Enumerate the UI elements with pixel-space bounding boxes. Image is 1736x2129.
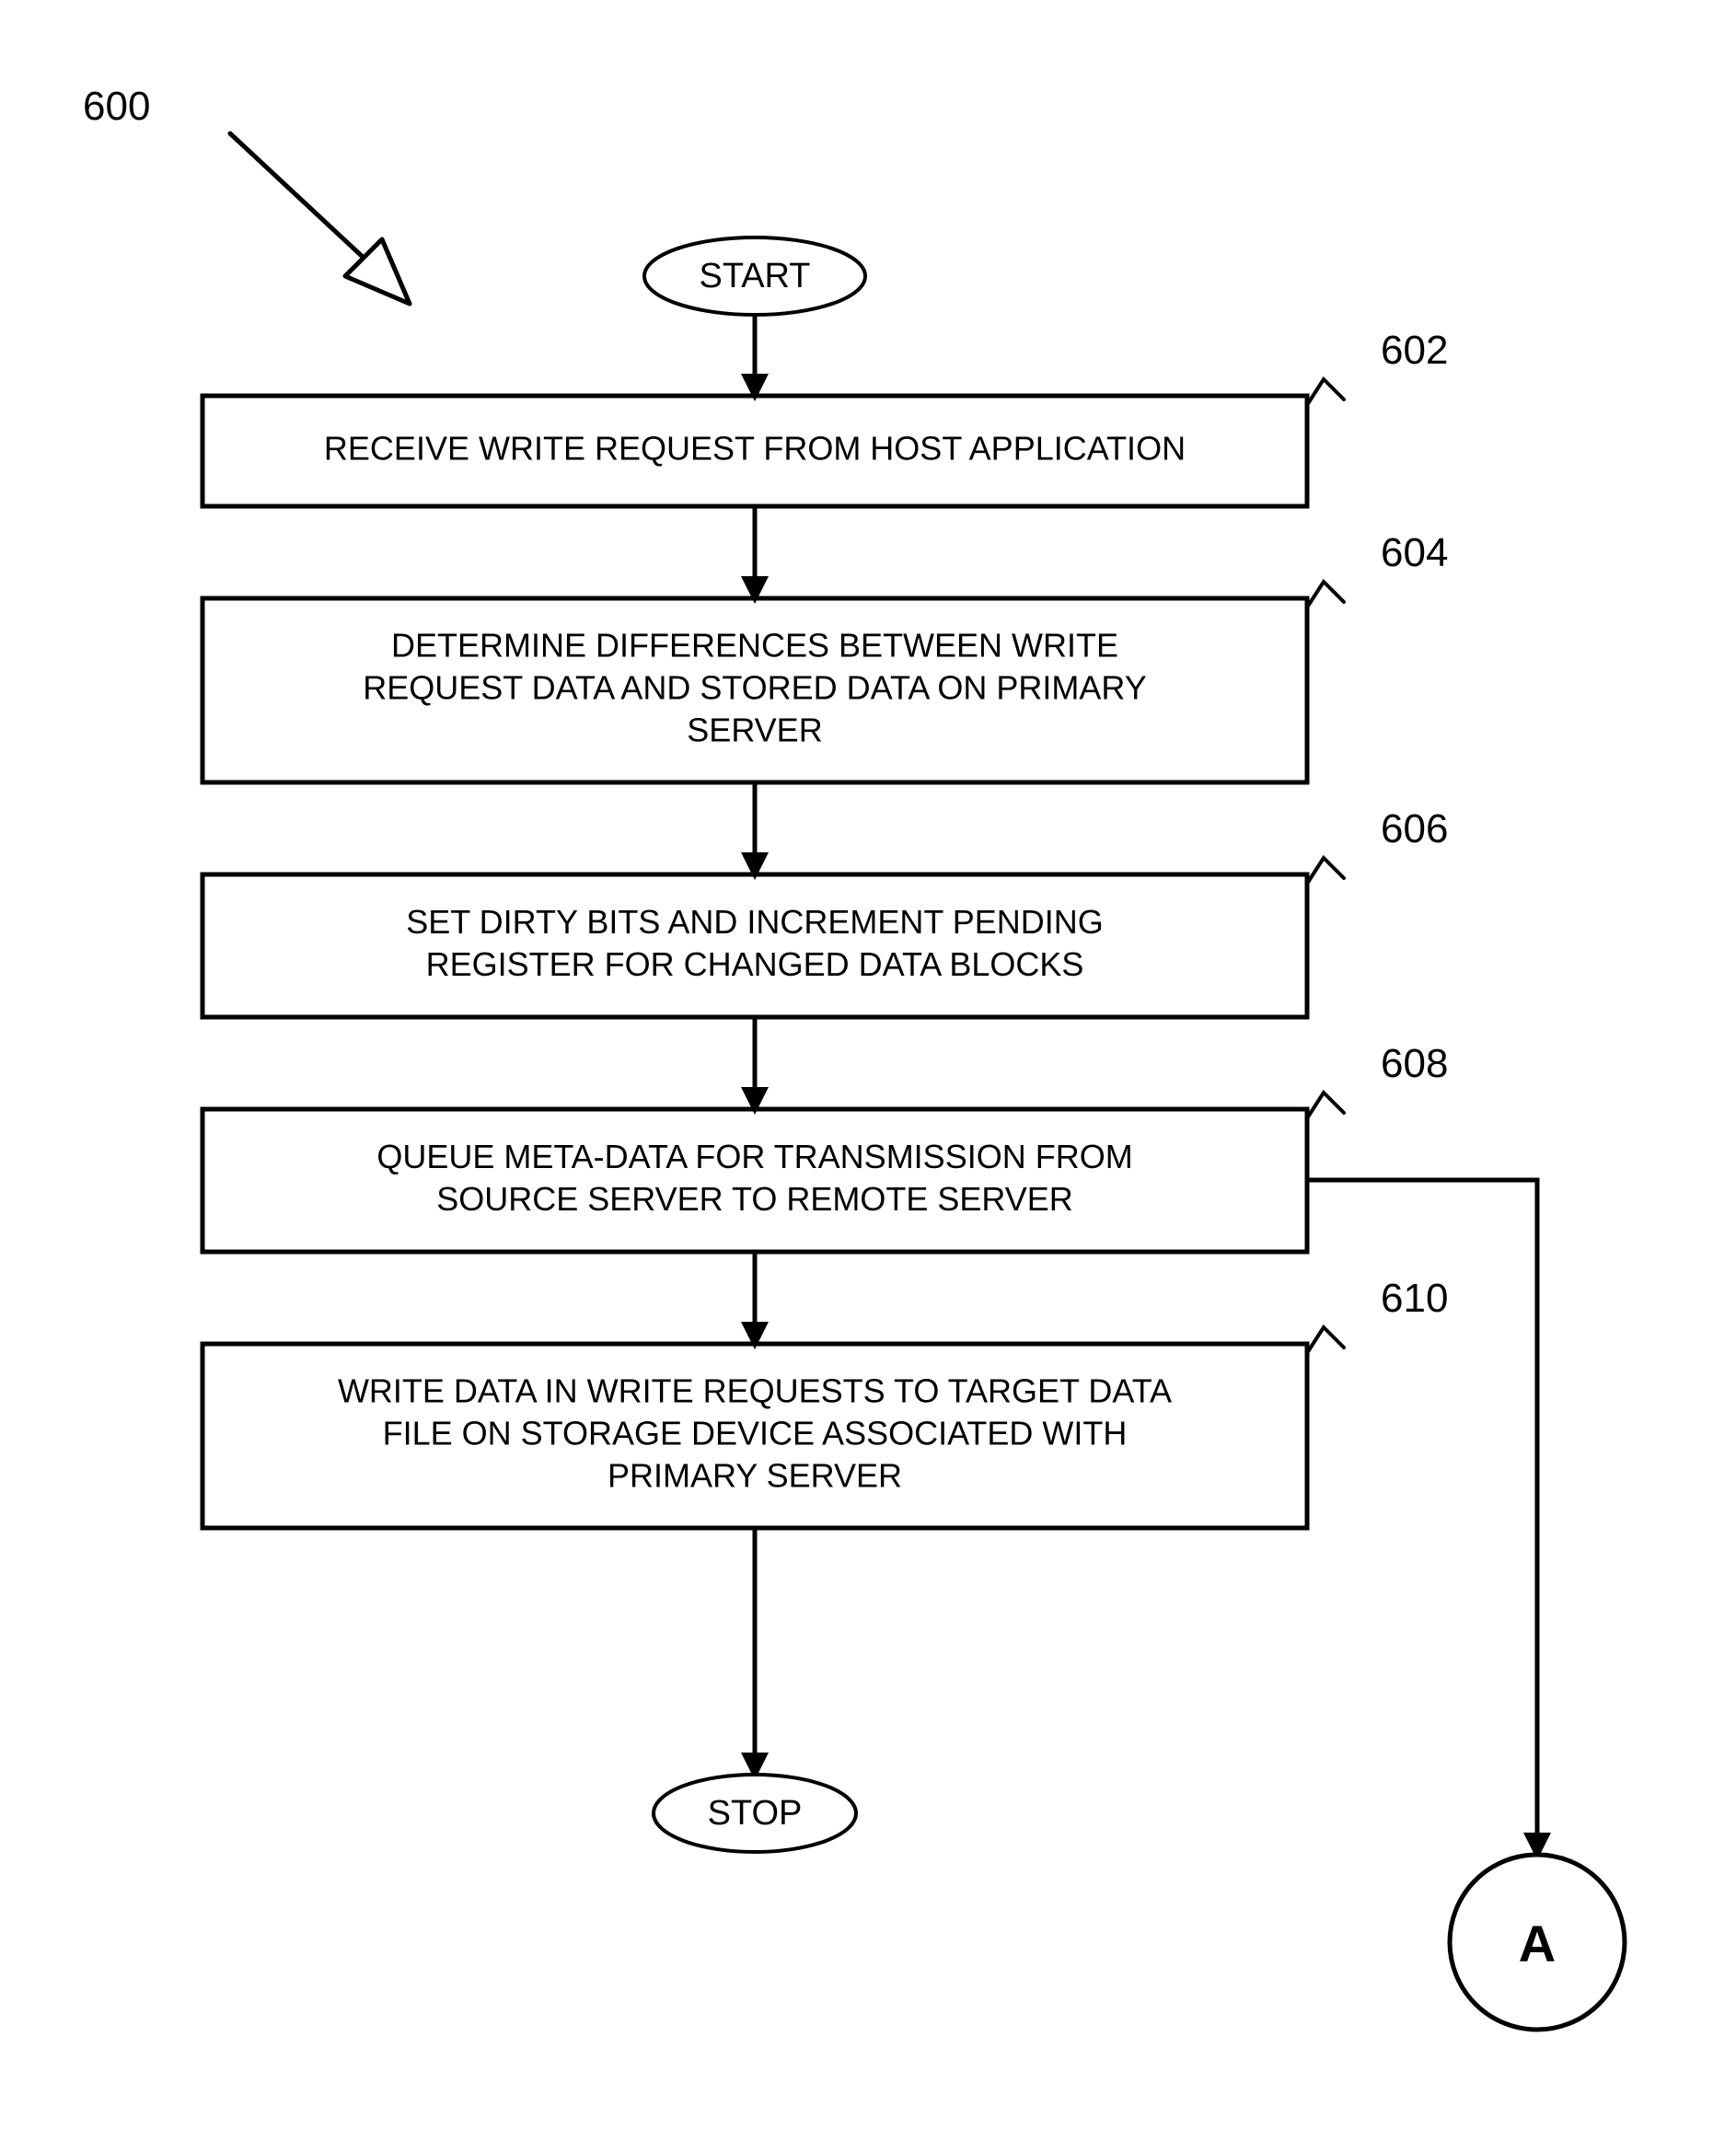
step-text-610-0: WRITE DATA IN WRITE REQUESTS TO TARGET D… <box>338 1372 1172 1410</box>
ref-tick-610 <box>1307 1327 1344 1353</box>
step-text-608-0: QUEUE META-DATA FOR TRANSMISSION FROM <box>376 1138 1132 1175</box>
stop-label: STOP <box>708 1794 803 1833</box>
figure-pointer-arrow <box>230 133 410 304</box>
step-text-606-1: REGISTER FOR CHANGED DATA BLOCKS <box>426 945 1084 983</box>
ref-number-606: 606 <box>1381 806 1448 851</box>
step-text-610-2: PRIMARY SERVER <box>608 1457 902 1495</box>
start-label: START <box>699 257 810 295</box>
ref-number-610: 610 <box>1381 1276 1448 1321</box>
step-text-606-0: SET DIRTY BITS AND INCREMENT PENDING <box>406 903 1103 941</box>
ref-tick-606 <box>1307 858 1344 884</box>
off-page-connector-label: A <box>1519 1915 1556 1973</box>
ref-number-604: 604 <box>1381 530 1448 575</box>
step-text-610-1: FILE ON STORAGE DEVICE ASSOCIATED WITH <box>383 1415 1128 1452</box>
step-text-604-2: SERVER <box>687 712 822 749</box>
step-text-608-1: SOURCE SERVER TO REMOTE SERVER <box>436 1180 1073 1218</box>
ref-number-602: 602 <box>1381 328 1448 373</box>
ref-tick-604 <box>1307 582 1344 607</box>
ref-number-608: 608 <box>1381 1041 1448 1086</box>
step-text-602-0: RECEIVE WRITE REQUEST FROM HOST APPLICAT… <box>324 430 1186 468</box>
step-text-604-1: REQUEST DATA AND STORED DATA ON PRIMARY <box>363 669 1147 707</box>
ref-tick-602 <box>1307 379 1344 405</box>
ref-tick-608 <box>1307 1093 1344 1118</box>
figure-number-label: 600 <box>83 84 150 129</box>
step-text-604-0: DETERMINE DIFFERENCES BETWEEN WRITE <box>391 627 1118 665</box>
